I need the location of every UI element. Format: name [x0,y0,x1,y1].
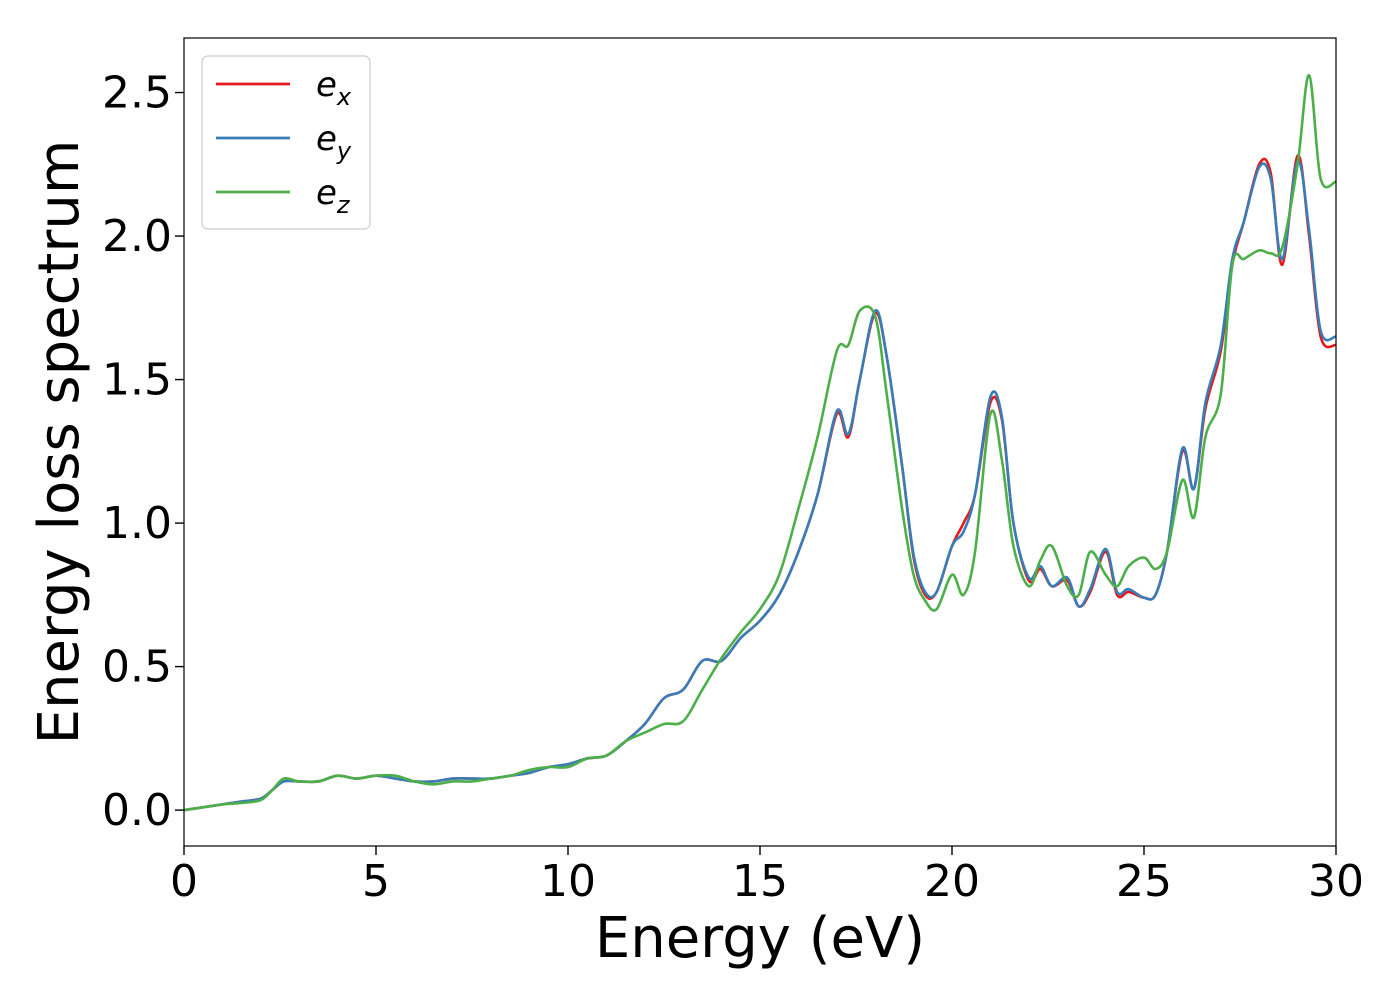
legend: ex ey ez [201,55,371,230]
x-tick-label: 30 [1308,856,1364,907]
legend-label-z: ez [316,173,351,219]
series-layer [184,74,1336,812]
x-tick-label: 5 [362,856,390,907]
y-tick-label: 2.5 [102,68,172,119]
x-axis-ticks: 0 5 10 15 20 25 30 [170,846,1364,907]
y-axis-ticks: 0.0 0.5 1.0 1.5 2.0 2.5 [102,68,184,836]
x-tick-label: 25 [1116,856,1172,907]
plot-background [184,38,1336,846]
x-tick-label: 15 [732,856,788,907]
x-tick-label: 0 [170,856,198,907]
y-tick-label: 1.0 [102,498,172,549]
y-tick-label: 0.5 [102,642,172,693]
y-tick-label: 1.5 [102,355,172,406]
legend-box [201,55,371,230]
y-tick-label: 0.0 [102,785,172,836]
series-line-e-z [184,74,1336,812]
x-axis-label: Energy (eV) [595,906,925,971]
y-axis-label: Energy loss spectrum [27,140,92,745]
y-tick-label: 2.0 [102,211,172,262]
x-tick-label: 10 [540,856,596,907]
legend-label-x: ex [316,65,352,111]
legend-label-y: ey [316,119,352,165]
x-tick-label: 20 [924,856,980,907]
